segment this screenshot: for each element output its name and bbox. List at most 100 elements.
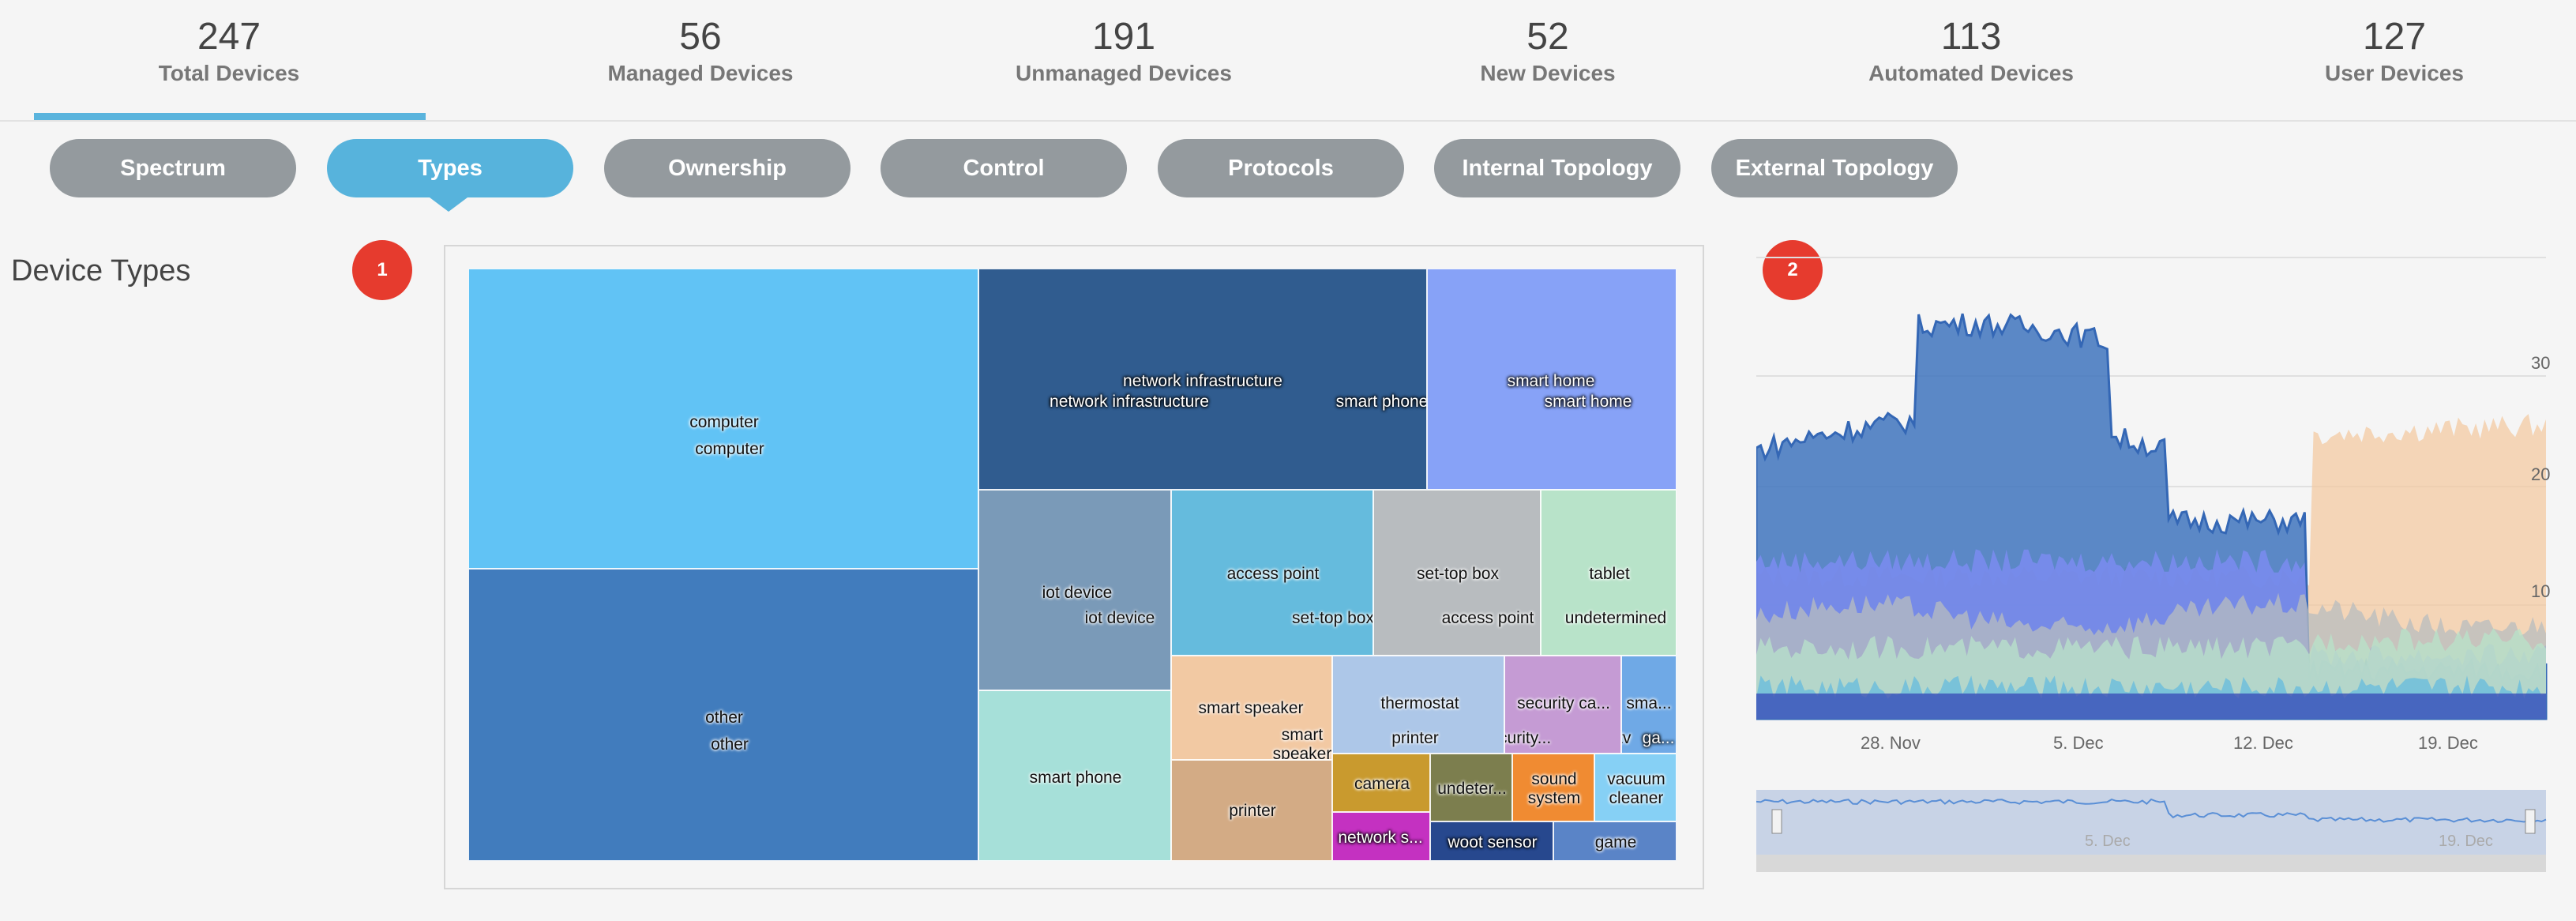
stat-label: Total Devices <box>158 61 300 85</box>
tab-label: External Topology <box>1735 155 1934 181</box>
cell-label: set-top box <box>1292 609 1373 627</box>
device-types-treemap: computer computer other other network in… <box>468 269 1677 861</box>
tab-protocols[interactable]: Protocols <box>1158 139 1404 197</box>
cell-label: security ca... <box>1517 694 1610 712</box>
treemap-cell-smart-phone[interactable]: smart phone <box>978 690 1171 861</box>
cell-label: tablet <box>1589 565 1630 583</box>
stat-managed-devices[interactable]: 56 Managed Devices <box>543 14 858 87</box>
treemap-cell-thermostat[interactable]: thermostat printer <box>1332 656 1504 754</box>
treemap-cell-set-top-box[interactable]: set-top box access point <box>1373 490 1541 656</box>
stat-value: 191 <box>1091 16 1156 58</box>
tab-spectrum[interactable]: Spectrum <box>50 139 296 197</box>
tab-control[interactable]: Control <box>881 139 1127 197</box>
cell-label: printer <box>1229 802 1276 820</box>
cell-label: smart speaker <box>1198 699 1304 717</box>
stat-value: 52 <box>1526 16 1569 58</box>
navigator-tick-label: 5. Dec <box>2085 833 2131 850</box>
cell-label: undetermined <box>1564 609 1667 627</box>
x-tick-label: 19. Dec <box>2418 733 2478 753</box>
treemap-cell-computer[interactable]: computer computer <box>468 269 978 569</box>
stat-label: Unmanaged Devices <box>1016 61 1232 85</box>
tab-label: Control <box>963 155 1045 181</box>
treemap-cell-iot-device[interactable]: iot device iot device <box>978 490 1171 690</box>
stat-total-devices[interactable]: 247 Total Devices <box>71 14 387 87</box>
section-title: Device Types <box>11 254 191 288</box>
tab-types[interactable]: Types <box>327 139 573 197</box>
navigator-handle-left[interactable] <box>1771 809 1782 834</box>
active-tab-pointer <box>430 197 468 212</box>
treemap-cell-access-point[interactable]: access point set-top box <box>1171 490 1373 656</box>
treemap-cell-security-camera[interactable]: security ca... security... <box>1504 656 1621 754</box>
tab-ownership[interactable]: Ownership <box>604 139 851 197</box>
tab-label: Protocols <box>1228 155 1334 181</box>
cell-label: computer <box>689 413 759 431</box>
treemap-cell-smart-speaker[interactable]: smart speaker smart speaker <box>1171 656 1332 760</box>
tab-internal-topology[interactable]: Internal Topology <box>1434 139 1680 197</box>
cell-label: access point <box>1226 565 1320 583</box>
cell-label: woot sensor <box>1448 833 1538 851</box>
tab-external-topology[interactable]: External Topology <box>1711 139 1958 197</box>
treemap-cell-network-sensor[interactable]: network s... <box>1332 812 1430 861</box>
navigator-handle-right[interactable] <box>2525 809 2536 834</box>
x-tick-label: 28. Nov <box>1861 733 1921 753</box>
stat-value: 127 <box>2362 16 2427 58</box>
treemap-cell-smart-home[interactable]: smart home smart home <box>1427 269 1677 490</box>
treemap-cell-printer[interactable]: printer <box>1171 760 1332 861</box>
treemap-cell-sound-system[interactable]: sound system <box>1512 754 1594 821</box>
cell-label: smart speaker <box>1272 726 1332 760</box>
treemap-cell-network-infrastructure[interactable]: network infrastructure network infrastru… <box>978 269 1427 490</box>
stat-value: 113 <box>1940 16 2002 58</box>
treemap-cell-vacuum-cleaner[interactable]: vacuum cleaner <box>1594 754 1677 821</box>
navigator-scrollbar[interactable] <box>1756 855 2546 872</box>
cell-label: game <box>1594 833 1637 851</box>
cell-label: smart phone <box>1029 769 1122 787</box>
tab-label: Ownership <box>668 155 787 181</box>
x-tick-label: 5. Dec <box>2053 733 2104 753</box>
navigator-series <box>1756 798 2547 823</box>
stat-user-devices[interactable]: 127 User Devices <box>2236 14 2552 87</box>
y-tick-label: 10 <box>2531 581 2551 601</box>
treemap-cell-woot-sensor[interactable]: woot sensor <box>1430 821 1553 861</box>
stats-bar: 247 Total Devices 56 Managed Devices 191… <box>0 0 2576 122</box>
active-stat-indicator <box>34 113 426 120</box>
navigator-tick-label: 19. Dec <box>2439 833 2493 850</box>
cell-label: smart home <box>1507 372 1595 390</box>
cell-label: set-top box <box>1417 565 1499 583</box>
treemap-cell-other[interactable]: other other <box>468 569 978 861</box>
treemap-cell-camera[interactable]: camera <box>1332 754 1430 812</box>
treemap-cell-game[interactable]: game <box>1553 821 1677 861</box>
cell-label: sound system <box>1527 770 1581 807</box>
step-badge-1: 1 <box>352 240 412 300</box>
cell-label: vacuum cleaner <box>1607 770 1665 807</box>
cell-label: ga... <box>1642 729 1675 747</box>
cell-label: smart phone <box>1335 393 1427 411</box>
stat-value: 56 <box>679 16 722 58</box>
treemap-cell-tablet[interactable]: tablet undetermined <box>1541 490 1677 656</box>
step-badge-2: 2 <box>1763 240 1823 300</box>
cell-label: computer <box>695 440 764 458</box>
stat-label: User Devices <box>2325 61 2464 85</box>
treemap-cell-smart-tv[interactable]: sma... smart tv ga... <box>1621 656 1677 754</box>
cell-label: network s... <box>1338 829 1423 847</box>
treemap-cell-undetermined[interactable]: undeter... <box>1430 754 1512 821</box>
cell-label: camera <box>1354 775 1410 793</box>
cell-label: smart home <box>1544 393 1632 411</box>
tab-label: Types <box>418 155 483 181</box>
cell-label: security... <box>1505 729 1552 747</box>
cell-label: iot device <box>1084 609 1155 627</box>
tab-label: Spectrum <box>120 155 226 181</box>
cell-label: access point <box>1441 609 1534 627</box>
stat-label: Managed Devices <box>607 61 794 85</box>
stat-unmanaged-devices[interactable]: 191 Unmanaged Devices <box>966 14 1282 87</box>
cell-label: network infrastructure <box>1123 372 1282 390</box>
tab-label: Internal Topology <box>1462 155 1653 181</box>
cell-label: sma... <box>1626 694 1672 712</box>
view-tabs: Spectrum Types Ownership Control Protoco… <box>0 139 2576 212</box>
cell-label: other <box>705 709 743 727</box>
y-tick-label: 20 <box>2531 464 2551 484</box>
stat-new-devices[interactable]: 52 New Devices <box>1390 14 1706 87</box>
cell-label: smart tv <box>1622 729 1632 747</box>
cell-label: thermostat <box>1380 694 1459 712</box>
stat-automated-devices[interactable]: 113 Automated Devices <box>1813 14 2129 87</box>
stat-value: 247 <box>197 16 261 58</box>
